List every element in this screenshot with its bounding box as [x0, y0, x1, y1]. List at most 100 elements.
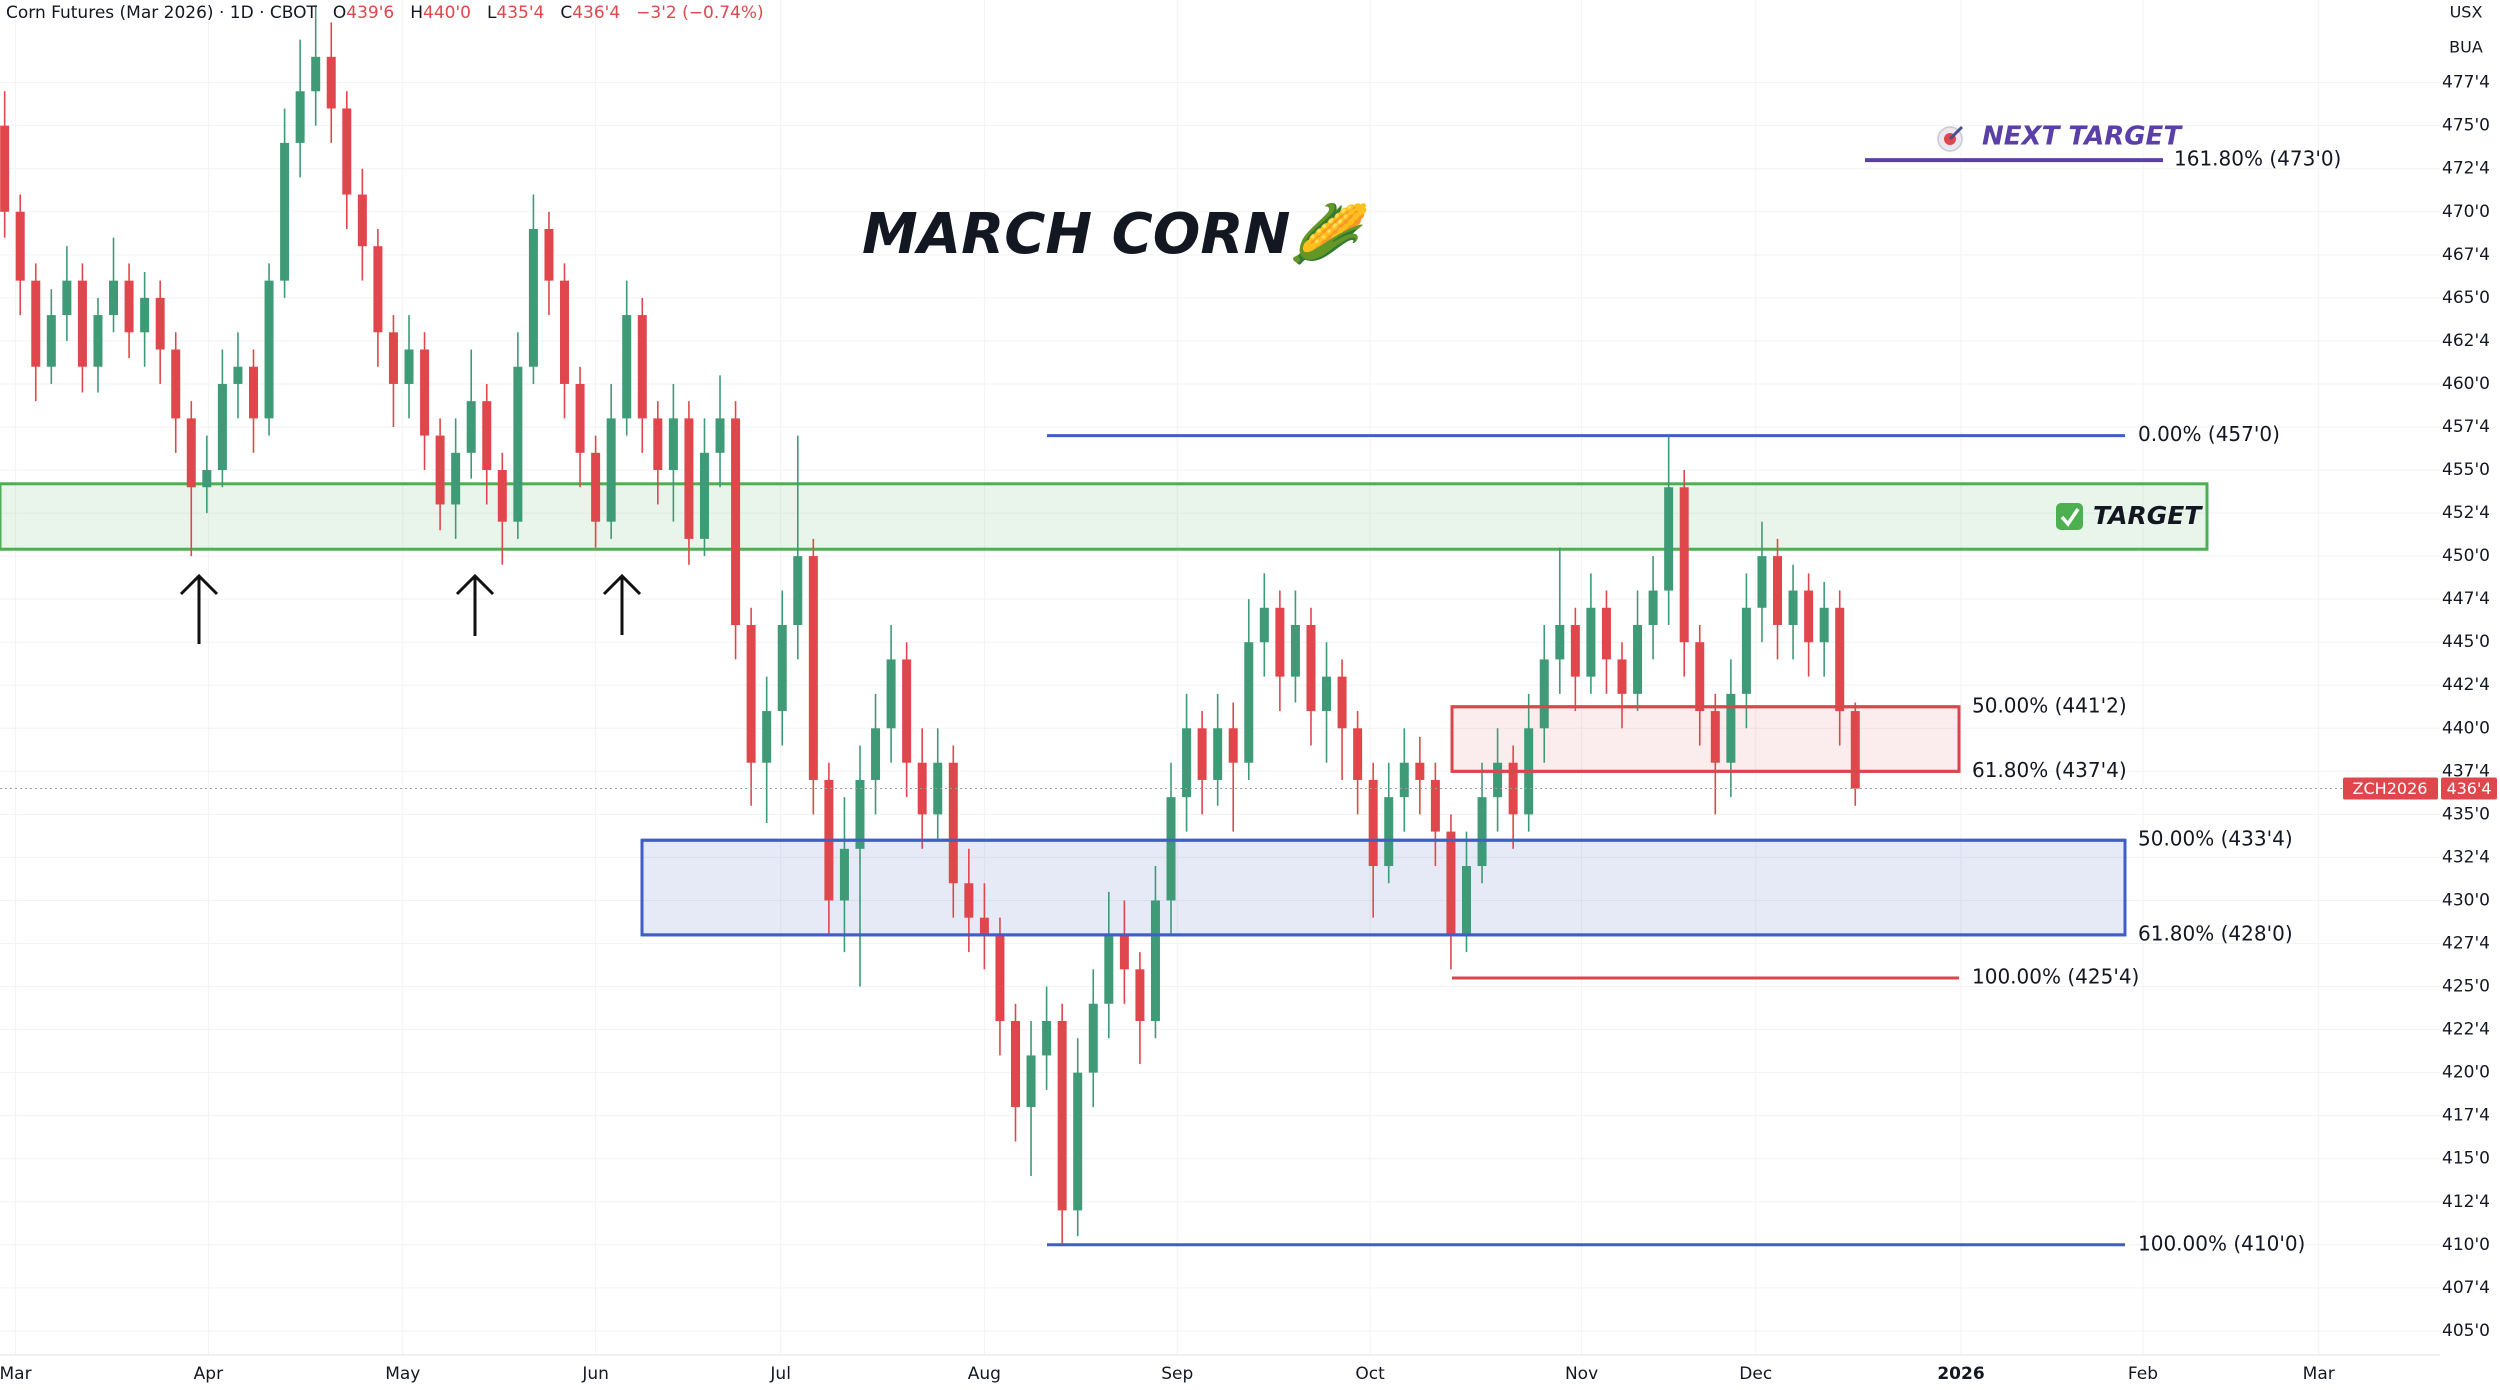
- candle-body: [1757, 556, 1767, 608]
- level-label: 161.80% (473'0): [2174, 147, 2341, 171]
- candle-body: [902, 659, 912, 763]
- candle-body: [917, 762, 927, 815]
- candle-body: [1633, 624, 1643, 694]
- y-tick-label: 410'0: [2442, 1235, 2490, 1255]
- x-tick-label: Oct: [1355, 1364, 1385, 1384]
- y-tick-label: 437'4: [2442, 761, 2490, 781]
- candle-body: [933, 762, 943, 815]
- x-tick-label: Aug: [968, 1364, 1001, 1384]
- y-tick-label: 407'4: [2442, 1278, 2490, 1298]
- candle-body: [1197, 728, 1207, 780]
- price-tag: [2441, 777, 2497, 800]
- x-tick-label: May: [385, 1364, 420, 1384]
- x-tick-label: Feb: [2128, 1364, 2158, 1384]
- candle-body: [1119, 934, 1129, 970]
- candle-body: [886, 659, 896, 729]
- candle-body: [1415, 762, 1425, 780]
- candle-body: [544, 228, 554, 281]
- candle-body: [1461, 866, 1471, 935]
- candle-body: [31, 280, 41, 367]
- candle-body: [1228, 728, 1238, 763]
- y-tick-label: 452'4: [2442, 503, 2490, 523]
- symbol-tag-label: ZCH2026: [2353, 779, 2428, 798]
- candle-body: [1664, 487, 1674, 591]
- y-tick-label: 465'0: [2442, 288, 2490, 308]
- next-target-label: NEXT TARGET: [1982, 122, 2183, 152]
- candle-body: [1617, 659, 1627, 694]
- candle-body: [1508, 762, 1518, 815]
- candle-body: [1166, 797, 1176, 901]
- icon-dart: [1948, 125, 1964, 141]
- quote-value: 439'6: [346, 3, 394, 23]
- candle-body: [295, 91, 305, 143]
- header-title: Corn Futures (Mar 2026) · 1D · CBOT: [6, 3, 317, 23]
- candle-body: [280, 142, 290, 281]
- y-tick-label: 470'0: [2442, 202, 2490, 222]
- candle-body: [1570, 624, 1580, 677]
- candle-body: [93, 315, 103, 367]
- candle-body: [1337, 676, 1347, 729]
- overlay: MARCH CORN🌽 NEXT TARGET TARGET USX BUA 1…: [0, 3, 2497, 1255]
- candle-body: [762, 711, 772, 763]
- candles: [0, 5, 1860, 1245]
- x-tick-label: Mar: [2303, 1364, 2335, 1384]
- y-tick-label: 455'0: [2442, 460, 2490, 480]
- y-tick-label: 442'4: [2442, 675, 2490, 695]
- candle-body: [1819, 607, 1829, 643]
- candle-body: [248, 366, 258, 419]
- level-label: 100.00% (410'0): [2138, 1231, 2305, 1255]
- level-label: 0.00% (457'0): [2138, 422, 2280, 446]
- candle-body: [1773, 556, 1783, 625]
- candle-body: [1353, 728, 1363, 780]
- candle-body: [995, 934, 1005, 1021]
- quote-value: 440'0: [423, 3, 471, 23]
- candle-body: [1539, 659, 1549, 729]
- candle-body: [855, 779, 865, 849]
- check-mark: [2060, 508, 2080, 527]
- candle-body: [1213, 728, 1223, 780]
- y-tick-label: 412'4: [2442, 1192, 2490, 1212]
- candle-body: [948, 762, 958, 884]
- x-tick-label: Jun: [581, 1364, 609, 1384]
- candle-body: [1788, 590, 1798, 625]
- quote-key: C: [560, 3, 572, 23]
- x-tick-label: Sep: [1161, 1364, 1193, 1384]
- unit: BUA: [2449, 38, 2483, 57]
- candle-body: [1057, 1020, 1067, 1211]
- candle-body: [1804, 590, 1814, 643]
- candle-body: [77, 280, 87, 367]
- candle-body: [1368, 779, 1378, 867]
- candle-body: [62, 280, 72, 316]
- candle-body: [528, 228, 538, 367]
- quote-key: H: [410, 3, 423, 23]
- y-tick-label: 427'4: [2442, 934, 2490, 954]
- candle-body: [124, 280, 134, 333]
- candle-body: [482, 401, 492, 471]
- candle-body: [1648, 590, 1658, 625]
- y-tick-label: 457'4: [2442, 417, 2490, 437]
- candle-body: [871, 728, 881, 780]
- arrow: [179, 573, 219, 644]
- candle-body: [777, 624, 787, 712]
- header: Corn Futures (Mar 2026) · 1D · CBOT O439'…: [6, 3, 764, 23]
- x-tick-label: Nov: [1565, 1364, 1598, 1384]
- x-tick-label: Jul: [769, 1364, 791, 1384]
- candle-body: [202, 470, 212, 488]
- candle-body: [606, 418, 616, 522]
- candle-body: [373, 246, 383, 333]
- y-tick-label: 475'0: [2442, 116, 2490, 136]
- candle-body: [1042, 1020, 1052, 1056]
- price-tag-label: 436'4: [2446, 779, 2491, 798]
- candle-body: [1259, 607, 1269, 643]
- candle-body: [637, 315, 647, 419]
- candle-body: [1741, 607, 1751, 694]
- candle-body: [653, 418, 663, 471]
- candle-body: [1026, 1055, 1036, 1108]
- candle-body: [560, 280, 570, 384]
- quote-key: O: [333, 3, 346, 23]
- candle-body: [0, 125, 10, 212]
- candle-body: [15, 211, 25, 281]
- candle-body: [684, 418, 694, 539]
